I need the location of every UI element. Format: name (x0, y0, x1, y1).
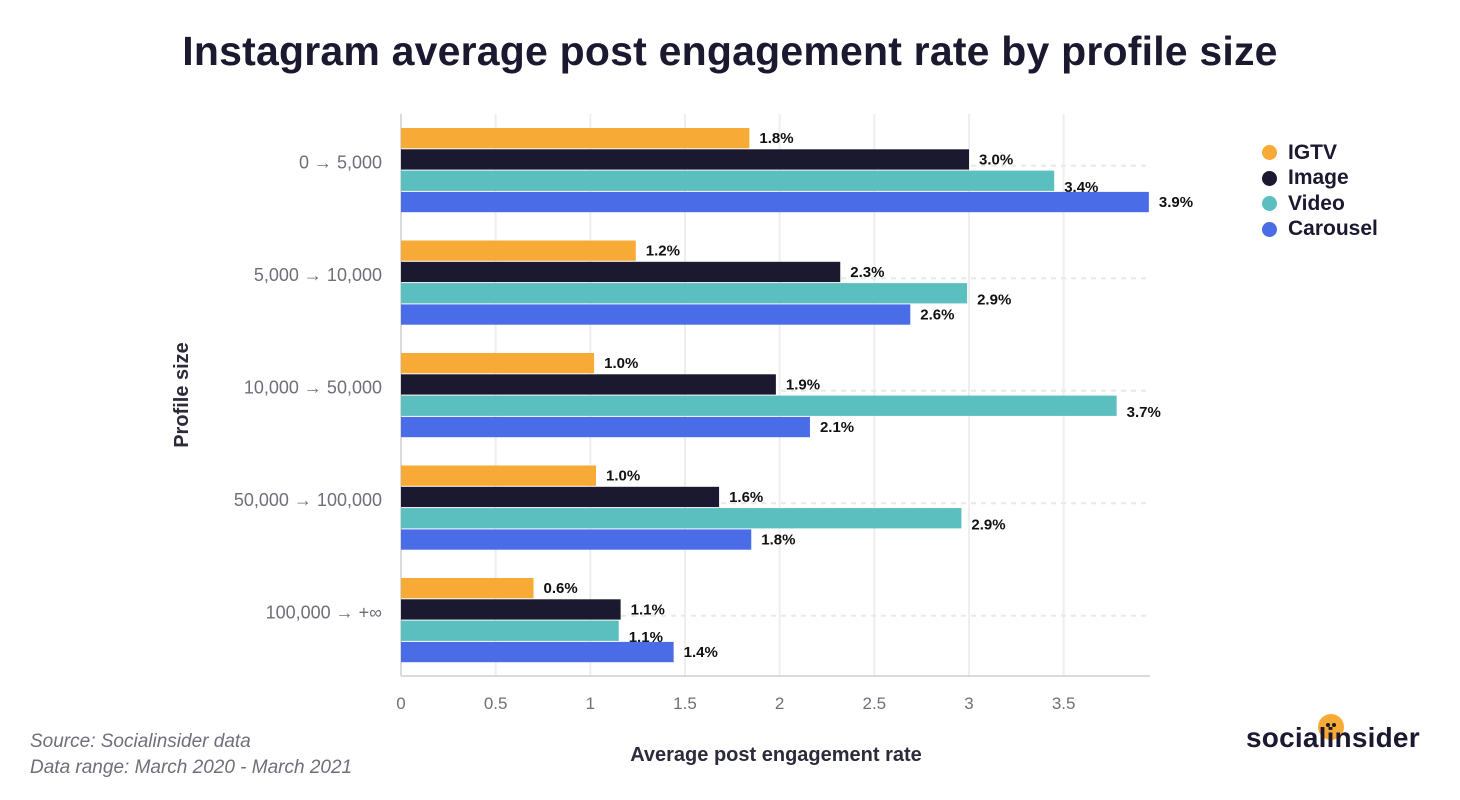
data-label: 3.9% (1159, 194, 1193, 211)
y-axis-title: Profile size (171, 342, 193, 448)
x-tick-label: 2 (775, 694, 784, 713)
legend-label: Video (1288, 191, 1345, 215)
y-tick-label: 10,000 → 50,000 (244, 378, 382, 398)
data-label: 0.6% (544, 580, 578, 597)
x-tick-label: 2.5 (863, 694, 887, 713)
data-label: 1.8% (761, 532, 795, 549)
chart-title: Instagram average post engagement rate b… (182, 28, 1278, 74)
data-label: 2.1% (820, 419, 854, 436)
legend-label: Image (1288, 166, 1349, 190)
brand-name: socialinsider (1246, 722, 1420, 753)
legend-label: IGTV (1288, 140, 1338, 164)
chart-legend: IGTV Image Video Carousel (1262, 140, 1378, 242)
brand-smiley-icon (1318, 714, 1344, 740)
data-label: 1.1% (631, 601, 665, 618)
data-label: 1.8% (759, 130, 793, 147)
bar-image (401, 149, 969, 170)
bar-igtv (401, 578, 534, 599)
bar-video (401, 283, 968, 304)
bar-image (401, 374, 776, 395)
data-range-text: Data range: March 2020 - March 2021 (30, 757, 353, 778)
legend-item-igtv: IGTV (1262, 140, 1378, 166)
bar-image (401, 261, 841, 283)
x-tick-label: 0 (396, 694, 405, 713)
legend-swatch-icon (1262, 221, 1277, 237)
y-tick-label: 100,000 → +∞ (266, 603, 383, 623)
legend-swatch-icon (1262, 196, 1277, 212)
bar-video (401, 170, 1055, 191)
data-label: 1.0% (606, 468, 640, 485)
x-tick-label: 3 (964, 694, 973, 713)
bar-carousel (401, 304, 911, 325)
bar-video (401, 395, 1117, 416)
legend-swatch-icon (1262, 145, 1277, 161)
data-label: 3.7% (1127, 404, 1161, 421)
x-tick-label: 1.5 (673, 694, 697, 713)
bar-image (401, 599, 621, 620)
x-tick-label: 3.5 (1052, 694, 1076, 713)
legend-item-video: Video (1262, 191, 1378, 217)
bar-video (401, 620, 619, 641)
bar-image (401, 486, 720, 508)
source-text: Source: Socialinsider data (30, 731, 251, 752)
legend-label: Carousel (1288, 217, 1378, 241)
y-tick-label: 50,000 → 100,000 (234, 490, 382, 510)
data-label: 1.0% (604, 355, 638, 372)
data-label: 3.0% (979, 151, 1013, 168)
y-tick-label: 0 → 5,000 (299, 153, 382, 173)
x-axis-title: Average post engagement rate (630, 744, 922, 766)
data-label: 2.9% (977, 291, 1011, 308)
bar-carousel (401, 641, 674, 663)
legend-item-carousel: Carousel (1262, 217, 1378, 243)
data-label: 1.6% (729, 489, 763, 506)
bar-igtv (401, 465, 597, 486)
data-label: 1.9% (786, 376, 820, 393)
data-label: 1.1% (629, 629, 663, 646)
bar-carousel (401, 416, 810, 438)
bar-igtv (401, 240, 636, 261)
legend-swatch-icon (1262, 170, 1277, 186)
bar-video (401, 508, 962, 529)
bar-igtv (401, 128, 750, 149)
brand-logo: socialinsider (1246, 714, 1426, 758)
bar-igtv (401, 353, 595, 374)
source-note: Source: Socialinsider data Data range: M… (30, 729, 352, 781)
bar-carousel (401, 529, 752, 550)
data-label: 2.3% (850, 264, 884, 281)
x-tick-label: 0.5 (484, 694, 508, 713)
legend-item-image: Image (1262, 166, 1378, 192)
x-tick-label: 1 (586, 694, 595, 713)
data-label: 2.6% (920, 307, 954, 324)
y-tick-label: 5,000 → 10,000 (254, 265, 382, 285)
bar-carousel (401, 191, 1149, 213)
data-label: 3.4% (1064, 179, 1098, 196)
data-label: 2.9% (971, 516, 1005, 533)
data-label: 1.4% (684, 644, 718, 661)
data-label: 1.2% (646, 243, 680, 260)
